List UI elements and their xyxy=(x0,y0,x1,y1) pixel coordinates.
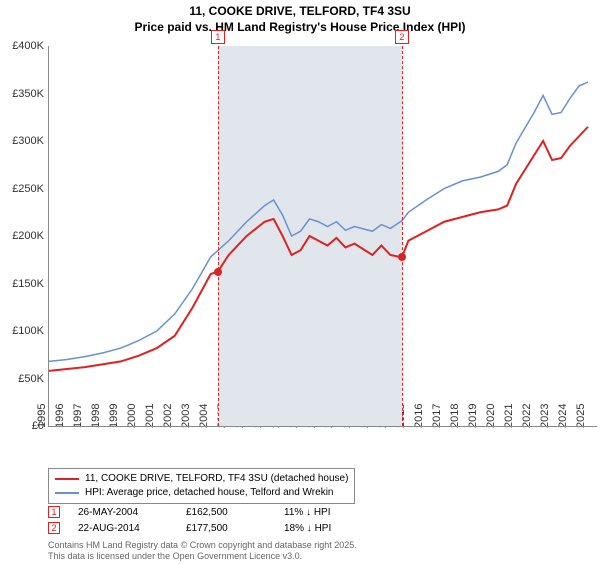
y-tick-label: £300K xyxy=(0,135,48,147)
chart-area: 12 xyxy=(48,46,597,427)
legend: 11, COOKE DRIVE, TELFORD, TF4 3SU (detac… xyxy=(48,468,355,504)
footer-line1: Contains HM Land Registry data © Crown c… xyxy=(48,540,357,551)
legend-item: HPI: Average price, detached house, Telf… xyxy=(55,486,348,500)
sale-point xyxy=(398,253,406,261)
event-row: 1 26-MAY-2004 £162,500 11% ↓ HPI xyxy=(48,506,331,518)
y-tick-label: £200K xyxy=(0,230,48,242)
x-tick-label: 1995 xyxy=(36,404,48,428)
legend-item: 11, COOKE DRIVE, TELFORD, TF4 3SU (detac… xyxy=(55,472,348,486)
event-row: 2 22-AUG-2014 £177,500 18% ↓ HPI xyxy=(48,522,331,534)
sale-point xyxy=(214,268,222,276)
legend-swatch xyxy=(55,492,79,494)
y-tick-label: £50K xyxy=(0,373,48,385)
legend-swatch xyxy=(55,478,79,480)
chart-title: 11, COOKE DRIVE, TELFORD, TF4 3SU Price … xyxy=(0,4,600,35)
y-tick-label: £400K xyxy=(0,40,48,52)
event-marker: 1 xyxy=(211,30,225,44)
footer: Contains HM Land Registry data © Crown c… xyxy=(48,540,357,562)
y-tick-label: £350K xyxy=(0,88,48,100)
title-line2: Price paid vs. HM Land Registry's House … xyxy=(0,20,600,36)
event-price: £177,500 xyxy=(186,523,266,534)
event-price: £162,500 xyxy=(186,507,266,518)
y-tick-label: £150K xyxy=(0,278,48,290)
event-num: 2 xyxy=(48,522,60,534)
title-line1: 11, COOKE DRIVE, TELFORD, TF4 3SU xyxy=(0,4,600,20)
event-marker: 2 xyxy=(395,30,409,44)
events-table: 1 26-MAY-2004 £162,500 11% ↓ HPI 2 22-AUG-201… xyxy=(48,506,331,538)
event-date: 26-MAY-2004 xyxy=(78,507,168,518)
y-tick-label: £100K xyxy=(0,325,48,337)
event-diff: 18% ↓ HPI xyxy=(284,523,331,534)
event-line xyxy=(218,46,219,426)
y-tick-label: £250K xyxy=(0,183,48,195)
footer-line2: This data is licensed under the Open Gov… xyxy=(48,551,357,562)
legend-label: 11, COOKE DRIVE, TELFORD, TF4 3SU (detac… xyxy=(85,472,348,486)
legend-label: HPI: Average price, detached house, Telf… xyxy=(85,486,334,500)
chart-lines xyxy=(49,46,597,426)
event-line xyxy=(402,46,403,426)
event-diff: 11% ↓ HPI xyxy=(284,507,331,518)
event-date: 22-AUG-2014 xyxy=(78,523,168,534)
event-num: 1 xyxy=(48,506,60,518)
